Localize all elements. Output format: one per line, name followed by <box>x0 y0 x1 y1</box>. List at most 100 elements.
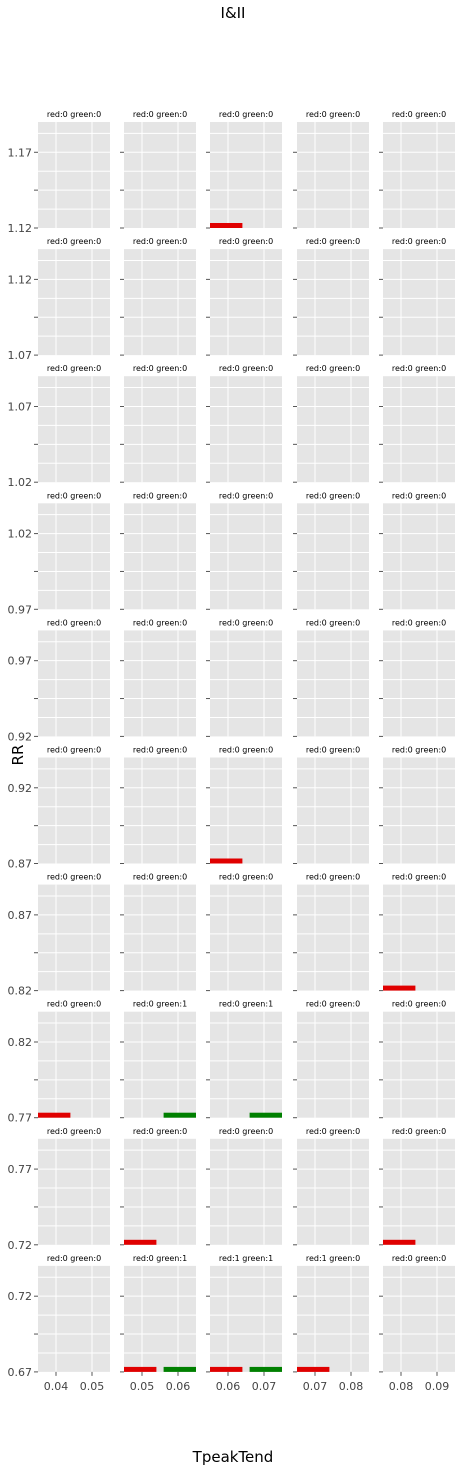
y-tick-label: 0.82 <box>8 985 33 998</box>
panel-title: red:0 green:0 <box>47 110 101 119</box>
facet-panel-r0-c1: red:0 green:0 <box>120 110 196 229</box>
panel-title: red:0 green:0 <box>47 746 101 755</box>
panel-title: red:1 green:0 <box>306 1254 360 1263</box>
bar-green <box>249 1112 282 1118</box>
facet-panel-r9-c4: red:0 green:0 0.08 0.09 <box>379 1254 455 1393</box>
facet-panel-r4-c2: red:0 green:0 <box>206 618 282 737</box>
panel-background <box>210 376 282 483</box>
panel-title: red:0 green:1 <box>219 1000 273 1009</box>
panel-background <box>38 1011 110 1118</box>
panel-background <box>210 884 282 991</box>
y-tick-label: 0.87 <box>8 909 33 922</box>
panel-background <box>124 757 196 864</box>
y-tick-label: 0.72 <box>8 1239 33 1252</box>
x-tick-label: 0.07 <box>252 1380 277 1393</box>
facet-panel-r0-c0: red:0 green:0 1.12 1.17 <box>8 110 110 235</box>
panel-title: red:0 green:0 <box>392 618 446 627</box>
facet-panel-r3-c3: red:0 green:0 <box>293 491 369 610</box>
facet-panel-r9-c2: red:1 green:1 0.06 0.07 <box>206 1254 282 1393</box>
panel-title: red:0 green:0 <box>306 1127 360 1136</box>
panel-background <box>383 1265 455 1372</box>
panel-background <box>38 1138 110 1245</box>
facet-panel-r0-c4: red:0 green:0 <box>379 110 455 229</box>
y-tick-label: 0.87 <box>8 858 33 871</box>
panel-background <box>383 757 455 864</box>
panel-background <box>124 1011 196 1118</box>
bar-green <box>163 1366 196 1372</box>
panel-title: red:0 green:0 <box>306 1000 360 1009</box>
facet-panel-r7-c2: red:0 green:1 <box>206 1000 282 1119</box>
panel-title: red:0 green:0 <box>47 1127 101 1136</box>
facet-panel-r2-c2: red:0 green:0 <box>206 364 282 483</box>
y-tick-label: 1.07 <box>8 349 33 362</box>
panel-title: red:0 green:0 <box>47 491 101 500</box>
bar-green <box>163 1112 196 1118</box>
facet-panel-r2-c0: red:0 green:0 1.02 1.07 <box>8 364 110 489</box>
panel-background <box>210 503 282 610</box>
panel-background <box>38 757 110 864</box>
facet-panel-r2-c4: red:0 green:0 <box>379 364 455 483</box>
panel-title: red:0 green:0 <box>219 237 273 246</box>
facet-panel-r3-c0: red:0 green:0 0.97 1.02 <box>8 491 110 616</box>
panel-title: red:0 green:0 <box>47 237 101 246</box>
panel-background <box>38 630 110 737</box>
panel-background <box>297 503 369 610</box>
facet-panel-r5-c2: red:0 green:0 <box>206 746 282 864</box>
x-tick-label: 0.06 <box>216 1380 241 1393</box>
panel-title: red:0 green:0 <box>133 491 187 500</box>
panel-background <box>38 503 110 610</box>
x-tick-label: 0.07 <box>303 1380 328 1393</box>
facet-panel-r8-c3: red:0 green:0 <box>293 1127 369 1246</box>
panel-title: red:0 green:0 <box>219 618 273 627</box>
panel-title: red:0 green:0 <box>219 364 273 373</box>
panel-background <box>124 376 196 483</box>
facet-panel-r3-c2: red:0 green:0 <box>206 491 282 610</box>
y-tick-label: 1.12 <box>8 222 33 235</box>
y-tick-label: 0.77 <box>8 1112 33 1125</box>
y-tick-label: 0.82 <box>8 1036 33 1049</box>
panel-background <box>210 1265 282 1372</box>
panel-title: red:0 green:0 <box>392 1254 446 1263</box>
bar-red <box>383 985 416 991</box>
panel-title: red:0 green:0 <box>392 364 446 373</box>
panel-title: red:0 green:0 <box>133 618 187 627</box>
panel-title: red:0 green:0 <box>306 110 360 119</box>
y-tick-label: 0.72 <box>8 1290 33 1303</box>
panel-title: red:0 green:0 <box>133 364 187 373</box>
y-tick-label: 1.12 <box>8 273 33 286</box>
facet-panel-r2-c3: red:0 green:0 <box>293 364 369 483</box>
facet-panel-r8-c0: red:0 green:0 0.72 0.77 <box>8 1127 110 1252</box>
panel-background <box>124 249 196 356</box>
panel-background <box>383 122 455 228</box>
x-tick-label: 0.04 <box>44 1380 69 1393</box>
x-tick-label: 0.06 <box>166 1380 191 1393</box>
panel-background <box>124 122 196 228</box>
facet-panel-r6-c2: red:0 green:0 <box>206 873 282 992</box>
panel-background <box>210 1011 282 1118</box>
facet-panel-r6-c1: red:0 green:0 <box>120 873 196 992</box>
facet-panel-r2-c1: red:0 green:0 <box>120 364 196 483</box>
bar-red <box>124 1366 157 1372</box>
facet-panel-r5-c3: red:0 green:0 <box>293 746 369 864</box>
panel-title: red:0 green:0 <box>392 1000 446 1009</box>
facet-panel-r6-c0: red:0 green:0 0.82 0.87 <box>8 873 110 998</box>
facet-panel-r4-c1: red:0 green:0 <box>120 618 196 737</box>
panel-title: red:0 green:0 <box>306 618 360 627</box>
bar-green <box>249 1366 282 1372</box>
x-tick-label: 0.05 <box>80 1380 105 1393</box>
panel-background <box>124 1265 196 1372</box>
bar-red <box>210 223 243 228</box>
y-tick-label: 0.77 <box>8 1163 33 1176</box>
panel-background <box>383 1138 455 1245</box>
panel-title: red:0 green:0 <box>133 110 187 119</box>
panel-background <box>383 376 455 483</box>
facet-panel-r5-c0: red:0 green:0 0.87 0.92 <box>8 746 110 871</box>
panel-background <box>297 376 369 483</box>
y-tick-label: 0.92 <box>8 730 33 743</box>
panel-background <box>38 376 110 483</box>
panel-title: red:0 green:0 <box>133 237 187 246</box>
facet-panel-r7-c0: red:0 green:0 0.77 0.82 <box>8 1000 110 1125</box>
panel-background <box>383 1011 455 1118</box>
y-tick-label: 0.97 <box>8 655 33 668</box>
